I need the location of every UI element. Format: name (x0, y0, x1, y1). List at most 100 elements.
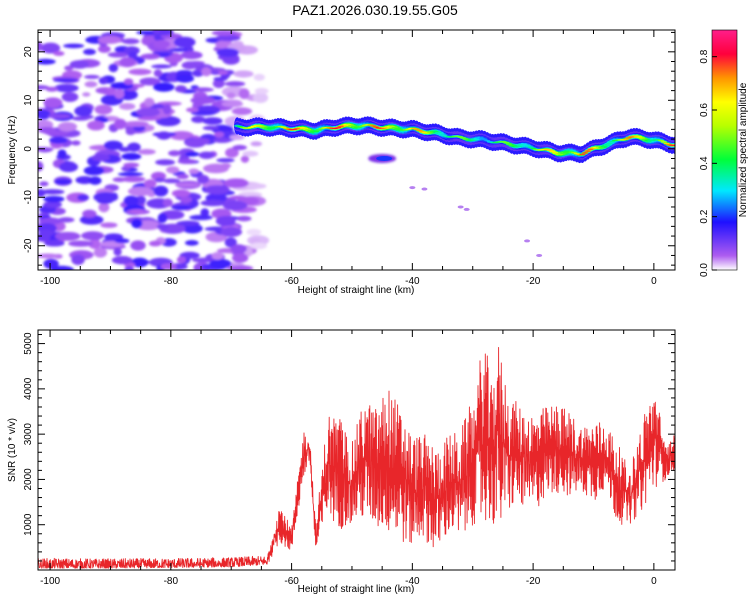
noise-blob (81, 231, 105, 241)
ridge-cell (657, 139, 665, 142)
noise-blob (123, 121, 149, 127)
noise-blob (157, 213, 168, 224)
noise-blob (43, 258, 59, 269)
noise-blob (179, 251, 200, 259)
noise-blob (121, 152, 142, 161)
ridge-cell (312, 130, 320, 132)
ridge-layer (234, 124, 675, 156)
noise-blob (38, 58, 56, 65)
noise-blob (250, 242, 268, 250)
noise-blob (168, 47, 189, 52)
noise-blob (131, 257, 149, 268)
noise-blob (118, 146, 132, 152)
noise-blob (236, 215, 252, 222)
noise-blob (156, 131, 172, 140)
noise-blob (117, 172, 144, 177)
spectrogram-x-tick-label: -20 (526, 276, 541, 287)
ridge-cell (587, 148, 594, 151)
figure-title: PAZ1.2026.030.19.55.G05 (292, 2, 458, 18)
ridge-cell (280, 126, 287, 128)
ridge-cell (337, 126, 344, 128)
spectrogram-plot-area (38, 30, 675, 270)
snr-panel: -100 -80 -60 -40 -20 0 1000 2000 3000 4000 5000 He… (7, 329, 676, 595)
noise-blob (212, 79, 225, 89)
snr-series-line (38, 346, 675, 569)
colorbar-label: Normalized spectral amplitude (738, 82, 749, 217)
ridge-cell (622, 138, 629, 140)
noise-blob (230, 244, 247, 254)
noise-blob (222, 200, 248, 211)
noise-blob (38, 189, 46, 198)
noise-blob (162, 198, 173, 208)
noise-blob (94, 104, 113, 115)
noise-blob (176, 256, 187, 264)
noise-blob (211, 252, 224, 260)
ridge-cell (527, 146, 534, 148)
noise-blob (153, 69, 163, 77)
ridge-cell (301, 127, 309, 130)
noise-blob (83, 166, 105, 176)
ridge-cell (372, 126, 380, 128)
noise-blob (113, 118, 127, 130)
noise-blob (113, 247, 122, 256)
snr-y-tick-label: 3000 (23, 423, 34, 446)
noise-blob (135, 195, 146, 205)
noise-blob (106, 87, 116, 93)
noise-blob (224, 81, 246, 87)
noise-blob (174, 182, 200, 188)
noise-blob (71, 254, 85, 265)
noise-blob (82, 92, 91, 97)
snr-x-tick-label: 0 (651, 576, 657, 587)
noise-blob (38, 217, 62, 225)
spectrogram-frame (37, 29, 676, 271)
secondary-blob-core (376, 155, 393, 161)
ridge-cell (503, 142, 510, 144)
colorbar-ticks: 0.0 0.2 0.4 0.6 0.8 (699, 49, 717, 277)
noise-blob (84, 81, 98, 88)
ridge-cell (481, 138, 488, 141)
spectrogram-x-axis-label: Height of straight line (km) (298, 285, 415, 296)
ridge-cell (551, 152, 559, 154)
noise-blob (123, 162, 140, 168)
noise-blob (242, 150, 259, 157)
noise-blob (168, 150, 182, 157)
faint-speck (463, 207, 470, 211)
ridge-cell (625, 137, 632, 139)
noise-blob (100, 222, 118, 228)
noise-blob (220, 227, 243, 238)
ridge-cell (579, 153, 586, 156)
colorbar-tick-label: 0.2 (699, 209, 710, 223)
faint-speck (409, 186, 416, 190)
noise-blob (223, 178, 249, 188)
snr-x-tick-label: -80 (164, 576, 179, 587)
colorbar: 0.0 0.2 0.4 0.6 0.8 Normalized spectral ampl… (699, 29, 749, 277)
noise-blob (169, 131, 194, 141)
ridge-cell (437, 133, 445, 135)
noise-blob (129, 209, 145, 215)
colorbar-gradient (711, 29, 738, 271)
noise-blob (174, 85, 187, 93)
ridge-cell (505, 143, 513, 145)
noise-blob (130, 240, 146, 251)
noise-blob (153, 185, 169, 197)
noise-blob (54, 178, 72, 185)
noise-blob (180, 51, 203, 60)
noise-blob (132, 125, 146, 132)
noise-blob (124, 266, 134, 270)
noise-blob (227, 265, 254, 270)
ridge-cell (636, 136, 643, 138)
spectrogram-x-tick-label: -80 (164, 276, 179, 287)
noise-blob (71, 140, 81, 146)
noise-blob (123, 195, 139, 206)
noise-blob (162, 103, 172, 115)
noise-blob (43, 195, 65, 203)
noise-blob (250, 141, 263, 147)
noise-blob (43, 97, 63, 109)
noise-blob (200, 199, 226, 207)
noise-blob (154, 177, 165, 183)
noise-blob (193, 87, 214, 92)
noise-blob (238, 88, 250, 100)
colorbar-tick-label: 0.4 (699, 156, 710, 170)
noise-blob (225, 147, 239, 158)
spectrogram-x-tick-label: 0 (651, 276, 657, 287)
